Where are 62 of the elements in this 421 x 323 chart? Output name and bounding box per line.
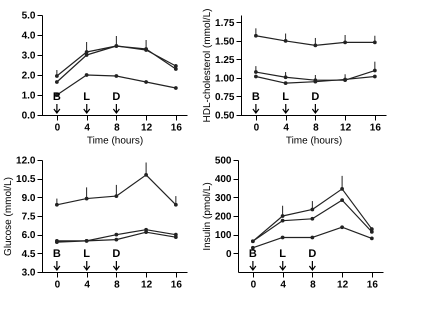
y-tick-label: 4.0 [22,30,36,42]
x-tick-label: 4 [84,280,90,290]
annotation: B [52,91,61,103]
x-axis-title: Time (hours) [286,136,342,146]
y-tick-label: 100 [214,230,232,242]
y-tick-label: 0.50 [215,110,235,122]
x-tick-label: 8 [313,122,320,134]
x-tick-label: 0 [54,280,61,290]
x-tick-label: 0 [254,122,260,134]
x-tick-label: 0 [54,122,61,134]
x-tick-label: 12 [141,122,153,134]
y-tick-label: 1.25 [215,54,235,66]
y-tick-label: 500 [214,156,232,166]
annotation: D [311,91,320,103]
annotation: L [83,91,90,103]
y-tick-label: 9.0 [22,192,36,204]
y-tick-label: 12.0 [16,156,36,166]
x-tick-label: 12 [337,280,349,290]
y-tick-label: 0 [226,248,232,260]
y-tick-label: 7.5 [22,212,36,222]
y-axis-title: Glucose (mmol/L) [3,177,14,256]
y-tick-label: 1.00 [215,73,235,84]
y-axis-title: HDL-cholesterol (mmol/L) [202,8,214,122]
x-tick-label: 8 [310,280,316,290]
y-tick-label: 200 [214,212,232,222]
y-tick-label: 0.0 [22,110,36,122]
y-tick-label: 5.0 [22,10,36,22]
y-tick-label: 3.0 [22,268,36,278]
x-tick-label: 4 [283,122,290,134]
y-tick-label: 4.5 [22,248,36,260]
y-tick-label: 1.50 [215,36,235,48]
y-tick-label: 1.75 [215,18,235,29]
annotation: L [279,248,286,260]
y-tick-label: 1.0 [22,90,36,102]
x-tick-label: 12 [141,280,153,290]
y-tick-label: 10.5 [16,174,36,186]
y-tick-label: 400 [214,174,232,186]
x-tick-label: 4 [84,122,90,134]
y-tick-label: 0.75 [215,92,235,103]
annotation: L [83,248,90,260]
x-axis-title: Time (hours) [86,136,144,146]
y-tick-label: 3.0 [22,50,36,62]
x-tick-label: 0 [250,280,257,290]
x-tick-label: 8 [114,122,120,134]
y-axis-title: Insulin (pmol/L) [202,182,213,251]
x-tick-label: 4 [280,280,286,290]
annotation: B [52,248,61,260]
annotation: D [112,91,120,103]
y-tick-label: 6.0 [22,230,36,242]
x-tick-label: 12 [340,122,352,134]
x-tick-label: 16 [170,280,182,290]
annotation: B [252,91,260,103]
x-tick-label: 16 [370,122,382,134]
annotation: L [282,91,290,103]
annotation: D [308,248,316,260]
annotation: D [112,248,120,260]
annotation: B [248,248,257,260]
x-tick-label: 16 [366,280,378,290]
y-tick-label: 2.0 [22,70,36,82]
y-tick-label: 300 [214,192,232,204]
x-tick-label: 8 [114,280,120,290]
x-tick-label: 16 [170,122,182,134]
